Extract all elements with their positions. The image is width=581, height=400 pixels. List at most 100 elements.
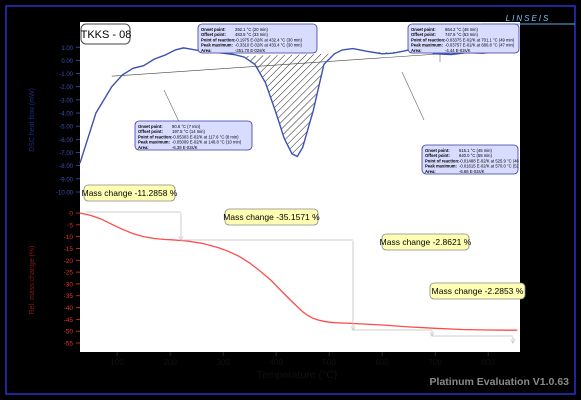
dsc-y-tick-label: -2.00	[59, 85, 73, 91]
mass-change-box-4: Mass change -2.2853 %	[429, 282, 526, 300]
tg-y-tick-label: -20	[64, 258, 74, 265]
dsc-y-tick-label: -10.00	[56, 191, 74, 197]
dsc-y-tick-label: -9.00	[59, 177, 73, 183]
x-tick-label: 400	[269, 358, 283, 367]
annotation-value: 640.0 °C (58 min)	[459, 153, 492, 158]
x-tick-label: 500	[322, 358, 336, 367]
dsc-y-tick-label: 1.00	[61, 46, 73, 52]
annotation-value: -0.03757 E-02/K at 680.8 °C (47 min)	[445, 43, 515, 48]
annotation-value: -6.39 E-02s/K	[172, 145, 198, 150]
mass-change-box-3: Mass change -2.8621 %	[380, 233, 472, 251]
dsc-annotation-box-1: Onset point: 90.6 °C (7 min) Offset point:…	[134, 120, 253, 151]
dsc-y-tick-label: -8.00	[59, 164, 73, 170]
tg-y-tick-label: -15	[64, 246, 74, 253]
x-axis-ticks: 100 200 300 400 500 600 700 800	[110, 352, 495, 367]
annotation-value: 664.2 °C (48 min)	[445, 27, 478, 32]
annotation-key: Offset point:	[138, 129, 163, 134]
annotation-key: Peak maximum:	[425, 164, 457, 169]
software-version-label: Platinum Evaluation V1.0.63	[430, 376, 570, 388]
dsc-y-tick-label: -3.00	[59, 98, 73, 104]
annotation-key: Point of reaction:	[425, 158, 459, 163]
tg-y-tick-label: -25	[64, 270, 74, 277]
annotation-value: -0.03375 E-02/K at 701.1 °C (49 min)	[445, 37, 515, 42]
annotation-value: -0.1975 E-02/K at 432.4 °C (30 min)	[235, 37, 302, 42]
dsc-annotation-box-4: Onset point: 515.1 °C (45 min) Offset poin…	[421, 144, 529, 175]
annotation-key: Onset point:	[201, 27, 226, 32]
annotation-key: Peak maximum:	[201, 43, 233, 48]
sample-label-box: TKKS - 08	[80, 23, 132, 45]
annotation-value: -4.44 E-02s/K	[445, 48, 471, 53]
annotation-key: Offset point:	[411, 32, 436, 37]
dsc-y-axis-ticks: -10.00 -9.00 -8.00 -7.00 -6.00 -5.00 -4.00 -3.0…	[56, 46, 80, 197]
annotation-key: Offset point:	[425, 153, 450, 158]
annotation-key: Offset point:	[201, 32, 226, 37]
annotation-key: Point of reaction:	[411, 37, 445, 42]
annotation-key: Area:	[411, 48, 422, 53]
annotation-value: -0.05009 E-02/K at 148.8 °C (10 min)	[172, 140, 242, 145]
tg-y-tick-label: -45	[64, 317, 74, 324]
dsc-annotation-rows: Onset point: 664.2 °C (48 min) Offset poin…	[411, 27, 515, 53]
annotation-key: Point of reaction:	[138, 134, 172, 139]
tg-y-tick-label: -5	[67, 222, 73, 229]
brand-text: LINSEIS	[506, 14, 551, 23]
annotation-key: Onset point:	[411, 27, 436, 32]
annotation-key: Onset point:	[138, 124, 163, 129]
dsc-annotation-box-3: Onset point: 664.2 °C (48 min) Offset poin…	[407, 23, 520, 54]
mass-change-box-2: Mass change -35.1571 %	[223, 208, 320, 226]
dsc-annotation-rows: Onset point: 515.1 °C (45 min) Offset poin…	[425, 148, 529, 174]
tg-axis-title: Rel. mass change (%)	[29, 246, 36, 315]
annotation-key: Area:	[138, 145, 149, 150]
tg-y-tick-label: 0	[69, 211, 73, 218]
dsc-y-tick-label: -1.00	[59, 72, 73, 78]
annotation-value: -0.01488 E-02/K at 525.9 °C (46 min)	[459, 158, 529, 163]
tg-y-tick-label: -35	[64, 293, 74, 300]
annotation-key: Onset point:	[425, 148, 450, 153]
annotation-key: Area:	[201, 48, 212, 53]
mass-change-label-3: Mass change -2.8621 %	[380, 237, 472, 247]
mass-change-label-1: Mass change -11.2858 %	[82, 188, 178, 198]
dsc-annotation-rows: Onset point: 90.6 °C (7 min) Offset point:…	[138, 124, 242, 150]
dsc-annotation-rows: Onset point: 292.1 °C (20 min) Offset poin…	[201, 27, 302, 53]
dsc-y-tick-label: -7.00	[59, 151, 73, 157]
annotation-value: 90.6 °C (7 min)	[172, 124, 201, 129]
annotation-value: -6.66 E-02s/K	[459, 169, 485, 174]
mass-change-label-4: Mass change -2.2853 %	[432, 286, 524, 296]
annotation-value: 483.5 °C (33 min)	[235, 32, 268, 37]
annotation-value: -0.3310 E-02/K at 433.4 °C (30 min)	[235, 43, 302, 48]
annotation-value: 197.5 °C (14 min)	[172, 129, 205, 134]
mass-change-label-2: Mass change -35.1571 %	[223, 212, 320, 222]
annotation-key: Peak maximum:	[138, 140, 170, 145]
annotation-key: Point of reaction:	[201, 37, 235, 42]
annotation-value: 515.1 °C (45 min)	[459, 148, 492, 153]
mass-change-box-1: Mass change -11.2858 %	[82, 184, 178, 202]
dsc-y-tick-label: 0.00	[61, 59, 73, 65]
dsc-y-tick-label: -6.00	[59, 138, 73, 144]
sample-label: TKKS - 08	[81, 29, 132, 41]
annotation-key: Peak maximum:	[411, 43, 443, 48]
tg-y-tick-label: -10	[64, 234, 74, 241]
tg-series-line	[79, 212, 518, 331]
dsc-annotation-box-2: Onset point: 292.1 °C (20 min) Offset poin…	[197, 23, 318, 54]
tg-y-tick-label: -55	[64, 341, 74, 348]
tg-y-tick-label: -30	[64, 281, 74, 288]
annotation-value: 292.1 °C (20 min)	[235, 27, 268, 32]
dsc-y-tick-label: -5.00	[59, 125, 73, 131]
x-tick-label: 200	[163, 358, 177, 367]
tg-y-axis-ticks: 0 -5 -10 -15 -20 -25 -30 -35 -40 -45 -50 -55	[64, 211, 80, 348]
x-tick-label: 100	[110, 358, 124, 367]
x-tick-label: 300	[216, 358, 230, 367]
x-tick-label: 600	[375, 358, 389, 367]
x-axis-title: Temperature (°C)	[257, 369, 338, 381]
mass-change-step-markers	[86, 211, 513, 343]
dsc-axis-title: DSC heat flow (mW)	[29, 88, 36, 152]
x-tick-label: 800	[482, 358, 496, 367]
annotation-key: Area:	[425, 169, 436, 174]
annotation-value: -351.70 E-02s/K	[235, 48, 265, 53]
annotation-value: -0.01615 E-02/K at 570.0 °C (51 min)	[459, 164, 529, 169]
x-tick-label: 700	[429, 358, 443, 367]
tg-y-tick-label: -50	[64, 329, 74, 336]
annotation-value: 747.6 °C (53 min)	[445, 32, 478, 37]
tg-y-tick-label: -40	[64, 305, 74, 312]
dsc-y-tick-label: -4.00	[59, 112, 73, 118]
